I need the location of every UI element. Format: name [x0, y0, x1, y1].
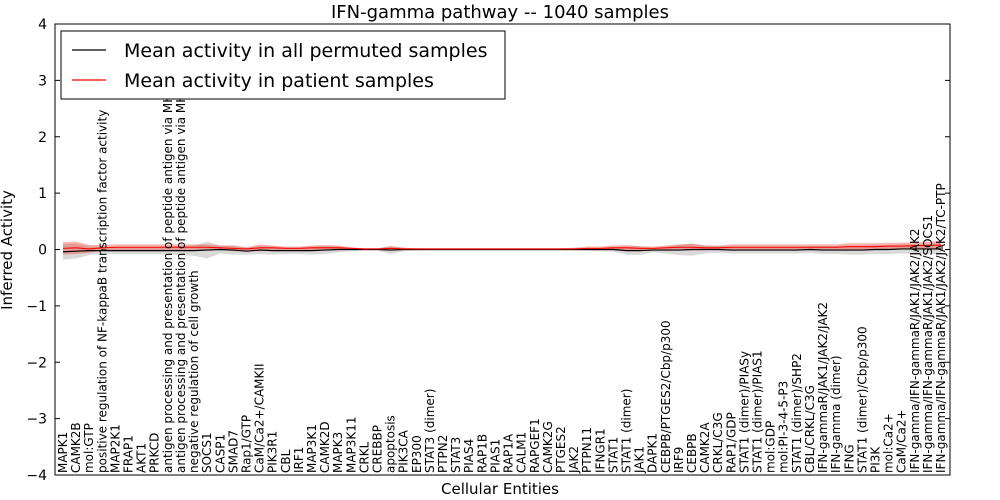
y-tick-label: 4: [38, 17, 47, 33]
category-label: PI3K: [868, 446, 882, 473]
category-label: CaM/Ca2+: [895, 409, 909, 473]
category-label: CREBBP: [371, 425, 385, 473]
category-label: RAPGEF1: [528, 418, 542, 473]
category-label: SMAD7: [226, 430, 240, 473]
category-label: mol:PI-3-4-5-P3: [777, 381, 791, 473]
category-label: STAT1: [606, 437, 620, 473]
category-label: AKT1: [135, 443, 149, 473]
category-label: CAMK2G: [541, 421, 555, 473]
confidence-bands: [63, 241, 941, 260]
chart-title: IFN-gamma pathway -- 1040 samples: [331, 2, 669, 23]
category-label: CASP1: [213, 434, 227, 473]
category-label: PIAS1: [488, 439, 502, 473]
line-patient-mean: [62, 244, 942, 250]
category-label: EP300: [410, 435, 424, 473]
legend-label-permuted: Mean activity in all permuted samples: [124, 40, 487, 62]
category-label: IFN-gamma/IFN-gammaR/JAK1/JAK2/SOCS1: [921, 215, 935, 473]
category-label: STAT1 (dimer): [619, 389, 633, 473]
category-label: RAP1/GDP: [724, 412, 738, 473]
plot-area-frame: [54, 23, 951, 476]
category-label: negative regulation of cell growth: [187, 270, 201, 473]
y-axis-ticks: −4 −3 −2 −1 0 1 2 3 4: [26, 17, 950, 484]
category-label: mol:GTP: [82, 423, 96, 473]
category-label: JAK2: [567, 446, 581, 474]
category-label: MAPK3: [331, 432, 345, 473]
category-label: CEBPB: [685, 433, 699, 473]
category-label: mol:GDP: [764, 421, 778, 473]
category-label: PRKCD: [148, 433, 162, 473]
x-axis-title: Cellular Entities: [441, 480, 559, 498]
category-label: STAT3: [449, 437, 463, 473]
y-tick-label: −3: [26, 412, 47, 428]
category-label: SOCS1: [200, 432, 214, 473]
y-tick-label: 2: [38, 130, 47, 146]
category-label: MAPK1: [56, 432, 70, 473]
category-label: MAP3K11: [344, 416, 358, 473]
category-label: PTPN2: [436, 435, 450, 473]
legend: Mean activity in all permuted samples Me…: [60, 30, 506, 100]
category-label: JAK1: [633, 446, 647, 474]
category-label: Rap1/GTP: [239, 415, 253, 473]
category-label: CBL/CRKL/C3G: [803, 385, 817, 473]
category-label: STAT1 (dimer)/Cbp/p300: [855, 326, 869, 473]
band-patient: [63, 241, 941, 255]
category-label: CBL: [279, 449, 293, 473]
y-tick-label: 0: [38, 243, 47, 259]
category-label: PIAS4: [462, 439, 476, 473]
series-lines: [62, 244, 942, 253]
category-label: PTGES2: [554, 426, 568, 473]
category-label: antigen processing and presentation of p…: [161, 44, 175, 473]
y-tick-label: 3: [38, 73, 47, 89]
category-label: apoptosis: [384, 415, 398, 473]
category-label: STAT1 (dimer)/SHP2: [790, 353, 804, 473]
category-label: STAT3 (dimer): [423, 389, 437, 473]
legend-box: [60, 30, 506, 100]
category-labels: MAPK1 CAMK2B mol:GTP positive regulation of…: [56, 41, 948, 474]
category-label: antigen processing and presentation of p…: [174, 41, 188, 473]
y-tick-label: −4: [26, 468, 47, 484]
category-label: MAP2K1: [108, 424, 122, 473]
category-label: IFN-gamma/IFN-gammaR/JAK1/JAK2/JAK2/TC-P…: [934, 183, 948, 473]
y-axis-title: Inferred Activity: [0, 190, 16, 310]
category-label: IRF9: [672, 447, 686, 473]
category-label: MAP3K1: [305, 424, 319, 473]
category-label: positive regulation of NF-kappaB transcr…: [95, 110, 109, 473]
category-label: PIK3CA: [397, 429, 411, 473]
y-tick-label: −1: [26, 299, 47, 315]
category-label: CALM1: [515, 432, 529, 473]
category-label: PTPN11: [580, 427, 594, 473]
y-tick-label: 1: [38, 186, 47, 202]
category-label: IFNGR1: [593, 428, 607, 473]
category-label: CAMK2B: [69, 422, 83, 473]
category-label: mol:Ca2+: [882, 413, 896, 473]
category-label: IFN-gammaR/JAK1/JAK2/JAK2: [816, 302, 830, 473]
category-label: PIK3R1: [266, 431, 280, 473]
category-label: RAP1B: [475, 434, 489, 473]
category-label: CRKL/C3G: [711, 412, 725, 473]
category-label: IFNG: [842, 444, 856, 473]
category-label: CAMK2D: [318, 421, 332, 473]
category-label: STAT1 (dimer)/PIASy: [737, 351, 751, 473]
category-label: RAP1A: [502, 433, 516, 473]
legend-label-patient: Mean activity in patient samples: [124, 70, 434, 92]
band-permuted: [63, 241, 941, 260]
category-label: FRAP1: [122, 435, 136, 473]
category-label: STAT1 (dimer)/PIAS1: [751, 350, 765, 473]
category-label: CRKL: [357, 441, 371, 473]
category-label: CEBPB/PTGES2/Cbp/p300: [659, 320, 673, 473]
category-label: CAMK2A: [698, 422, 712, 473]
category-label: DAPK1: [646, 433, 660, 473]
category-label: IRF1: [292, 447, 306, 473]
category-label: IFN-gamma/IFN-gammaR/JAK1/JAK2/JAK2: [908, 228, 922, 473]
y-tick-label: −2: [26, 355, 47, 371]
line-permuted-mean: [62, 248, 941, 253]
category-label: IFN-gamma (dimer): [829, 355, 843, 473]
category-label: CaM/Ca2+/CAMKII: [253, 364, 267, 473]
